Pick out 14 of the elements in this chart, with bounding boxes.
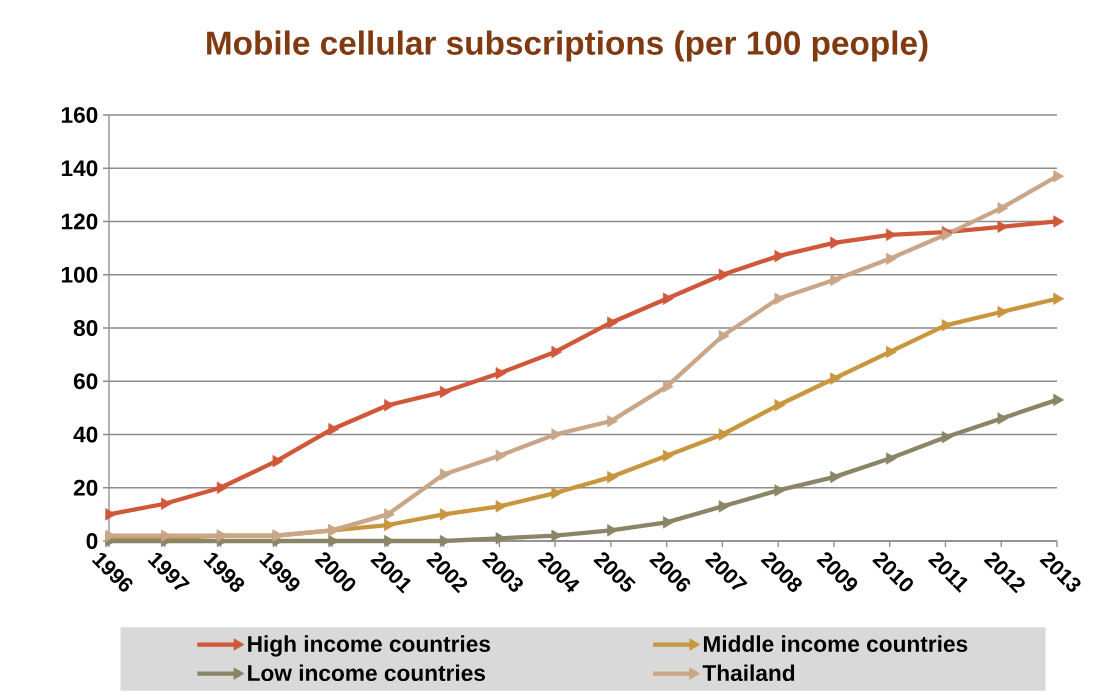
y-tick-label: 60 — [73, 373, 98, 390]
y-tick-label: 20 — [73, 479, 98, 496]
legend-label: Low income countries — [248, 664, 485, 682]
y-tick-label: 140 — [61, 160, 98, 177]
legend-label: Thailand — [702, 664, 795, 682]
y-tick-label: 40 — [73, 426, 98, 443]
legend-label: High income countries — [248, 635, 491, 657]
legend-label: Middle income countries — [703, 635, 968, 652]
y-tick-label: 100 — [61, 266, 98, 283]
y-tick-label: 80 — [73, 319, 98, 337]
y-tick-label: 120 — [61, 213, 98, 230]
y-tick-label: 0 — [86, 532, 98, 550]
y-tick-label: 160 — [61, 106, 98, 124]
chart-title: Mobile cellular subscriptions (per 100 people) — [207, 30, 928, 62]
